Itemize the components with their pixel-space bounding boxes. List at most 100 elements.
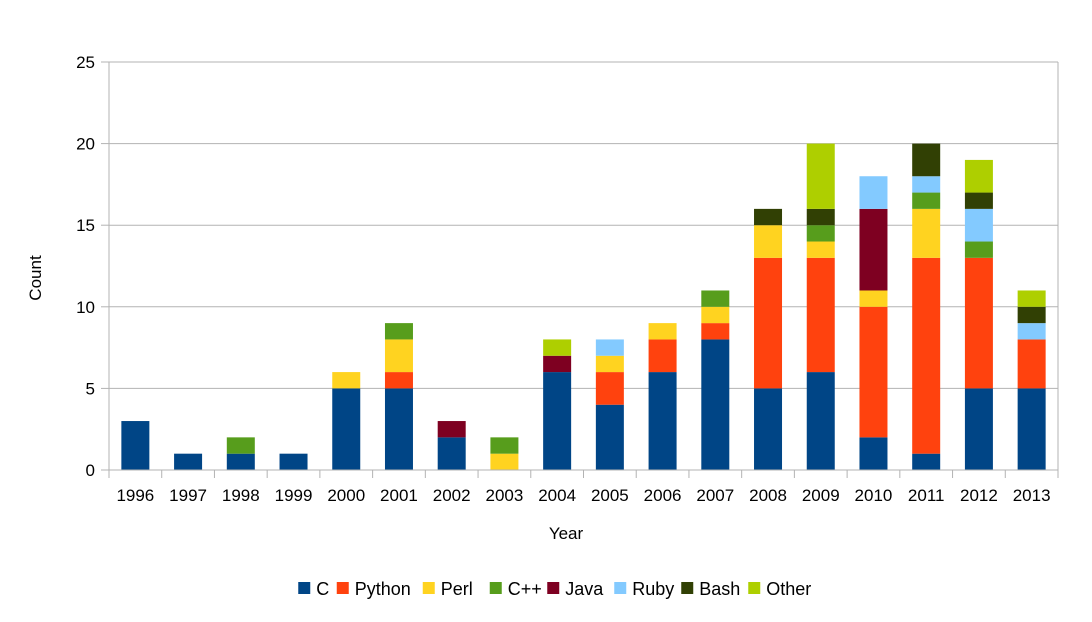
x-tick-label: 1997 [169, 486, 207, 505]
bar-segment-cpp [490, 437, 519, 454]
bar-segment-other [543, 339, 572, 356]
bar-segment-python [1017, 339, 1046, 389]
y-tick-label: 20 [76, 135, 95, 154]
legend-label: C [316, 579, 329, 599]
legend: C Python Perl C++ Java Ruby Bash Other [298, 579, 811, 599]
bar-segment-c [437, 437, 466, 470]
x-tick-label: 2008 [749, 486, 787, 505]
y-tick-label: 10 [76, 298, 95, 317]
bar-segment-python [701, 323, 730, 340]
bar-segment-perl [701, 306, 730, 324]
bar-segment-c [859, 437, 888, 470]
bar-segment-c [226, 453, 255, 470]
y-axis-title: Count [26, 255, 45, 301]
bar-segment-perl [806, 241, 835, 258]
legend-label: Ruby [632, 579, 674, 599]
legend-label: Java [565, 579, 604, 599]
y-tick-label: 0 [86, 461, 95, 480]
bar-segment-bash [1017, 306, 1046, 324]
x-axis-title: Year [549, 524, 584, 543]
bar-segment-ruby [912, 176, 941, 193]
bar-segment-c [754, 388, 783, 470]
legend-label: Python [355, 579, 411, 599]
bar-segment-c [912, 453, 941, 470]
x-tick-label: 2007 [696, 486, 734, 505]
bars [121, 143, 1046, 470]
legend-swatch [298, 582, 311, 594]
x-tick-label: 2009 [802, 486, 840, 505]
bar-segment-python [806, 257, 835, 373]
bar-segment-ruby [1017, 323, 1046, 340]
x-tick-label: 2010 [855, 486, 893, 505]
bar-segment-perl [490, 453, 519, 470]
bar-segment-cpp [701, 290, 730, 307]
x-tick-label: 2002 [433, 486, 471, 505]
bar-segment-bash [806, 208, 835, 226]
legend-swatch [422, 582, 435, 594]
bar-segment-cpp [226, 437, 255, 454]
legend-label: C++ [508, 579, 542, 599]
x-tick-label: 2001 [380, 486, 418, 505]
bar-segment-c [701, 339, 730, 470]
bar-segment-python [912, 257, 941, 454]
bar-segment-other [806, 143, 835, 209]
bar-segment-perl [648, 323, 677, 340]
legend-label: Other [766, 579, 811, 599]
bar-segment-cpp [912, 192, 941, 209]
bar-segment-perl [595, 355, 624, 373]
bar-segment-python [964, 257, 993, 389]
bar-segment-cpp [806, 225, 835, 242]
bar-segment-c [279, 453, 308, 470]
bar-segment-ruby [859, 176, 888, 209]
bar-segment-python [859, 306, 888, 438]
x-tick-label: 2012 [960, 486, 998, 505]
bar-segment-other [1017, 290, 1046, 307]
bar-segment-c [332, 388, 361, 470]
bar-segment-ruby [595, 339, 624, 356]
x-tick-label: 1999 [275, 486, 313, 505]
bar-segment-bash [754, 208, 783, 226]
x-tick-label: 2006 [644, 486, 682, 505]
bar-segment-perl [332, 372, 361, 389]
x-tick-label: 2013 [1013, 486, 1051, 505]
bar-segment-c [1017, 388, 1046, 470]
bar-segment-ruby [964, 208, 993, 242]
bar-segment-c [648, 372, 677, 470]
bar-segment-c [964, 388, 993, 470]
y-tick-label: 25 [76, 53, 95, 72]
legend-swatch [336, 582, 349, 594]
bar-segment-c [384, 388, 413, 470]
y-tick-label: 15 [76, 216, 95, 235]
bar-segment-java [859, 208, 888, 291]
bar-segment-c [806, 372, 835, 470]
x-tick-label: 2011 [908, 486, 945, 505]
x-tick-label: 1998 [222, 486, 260, 505]
bar-segment-perl [912, 208, 941, 258]
x-tick-label: 2003 [486, 486, 524, 505]
x-tick-label: 1996 [116, 486, 154, 505]
bar-segment-java [543, 355, 572, 373]
legend-label: Perl [441, 579, 473, 599]
bar-segment-cpp [384, 323, 413, 340]
bar-segment-c [121, 421, 150, 470]
bar-segment-java [437, 421, 466, 438]
bar-segment-python [595, 372, 624, 405]
bar-segment-perl [859, 290, 888, 307]
bar-segment-python [384, 372, 413, 389]
y-tick-label: 5 [86, 379, 95, 398]
bar-segment-cpp [964, 241, 993, 258]
legend-swatch [614, 582, 627, 594]
bar-segment-bash [912, 143, 941, 177]
x-tick-label: 2000 [327, 486, 365, 505]
bar-segment-c [595, 404, 624, 470]
bar-segment-c [543, 372, 572, 470]
legend-swatch [681, 582, 694, 594]
bar-segment-perl [384, 339, 413, 373]
axes: 0 5 10 15 20 25 1996 1997 1998 1999 2000 2001 2002 20… [76, 53, 1059, 505]
bar-segment-bash [964, 192, 993, 209]
legend-label: Bash [699, 579, 740, 599]
bar-segment-c [174, 453, 203, 470]
legend-swatch [748, 582, 761, 594]
